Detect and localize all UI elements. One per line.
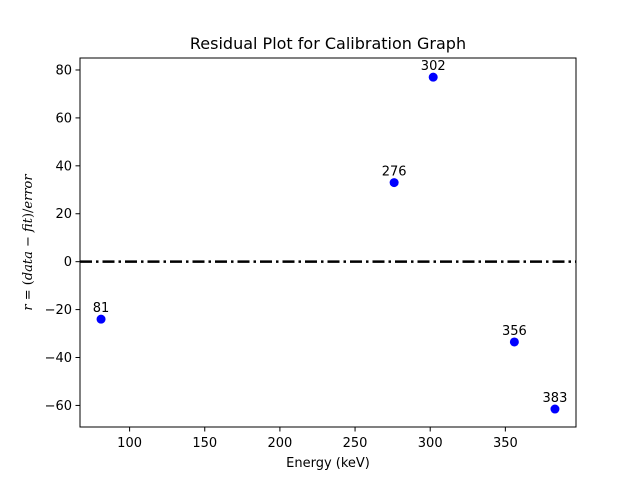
y-axis-title-part: fit <box>21 217 36 233</box>
chart-title: Residual Plot for Calibration Graph <box>190 34 466 53</box>
points-layer <box>96 72 560 414</box>
point-label: 81 <box>93 301 110 316</box>
plot-frame <box>79 57 577 428</box>
x-tick-label: 100 <box>117 436 142 451</box>
y-tick-label: 60 <box>55 111 72 126</box>
x-tick-label: 200 <box>267 436 292 451</box>
y-axis-title-part: error <box>21 174 36 209</box>
y-tick-label: −40 <box>45 351 72 366</box>
point-label: 302 <box>421 59 446 74</box>
point-label: 383 <box>543 391 568 406</box>
data-point <box>509 337 519 347</box>
x-axis-title: Energy (keV) <box>286 456 370 471</box>
x-axis: 100 150 200 250 300 350 <box>117 427 518 451</box>
data-point <box>550 404 560 414</box>
y-axis-title-part: data <box>21 251 36 280</box>
data-point <box>389 178 399 188</box>
point-label: 356 <box>502 324 527 339</box>
y-axis-title-part: )/ <box>21 208 36 218</box>
y-tick-label: −20 <box>45 303 72 318</box>
y-axis-title-part: − <box>21 232 36 251</box>
point-label: 276 <box>382 165 407 180</box>
y-tick-label: 80 <box>55 63 72 78</box>
x-tick-label: 300 <box>418 436 443 451</box>
x-tick-label: 150 <box>192 436 217 451</box>
y-axis-title: r = (data − fit)/error <box>21 174 36 311</box>
x-tick-label: 350 <box>493 436 518 451</box>
y-tick-label: 0 <box>64 255 72 270</box>
y-axis: −60 −40 −20 0 20 40 60 80 <box>45 63 80 414</box>
y-axis-title-part: = ( <box>21 280 36 304</box>
data-point <box>96 314 106 324</box>
x-tick-label: 250 <box>343 436 368 451</box>
point-labels-layer: 81 276 302 356 383 <box>93 59 568 406</box>
y-axis-title-part: r <box>21 304 36 311</box>
y-tick-label: 20 <box>55 207 72 222</box>
data-point <box>428 72 438 82</box>
y-tick-label: 40 <box>55 159 72 174</box>
y-tick-label: −60 <box>45 399 72 414</box>
